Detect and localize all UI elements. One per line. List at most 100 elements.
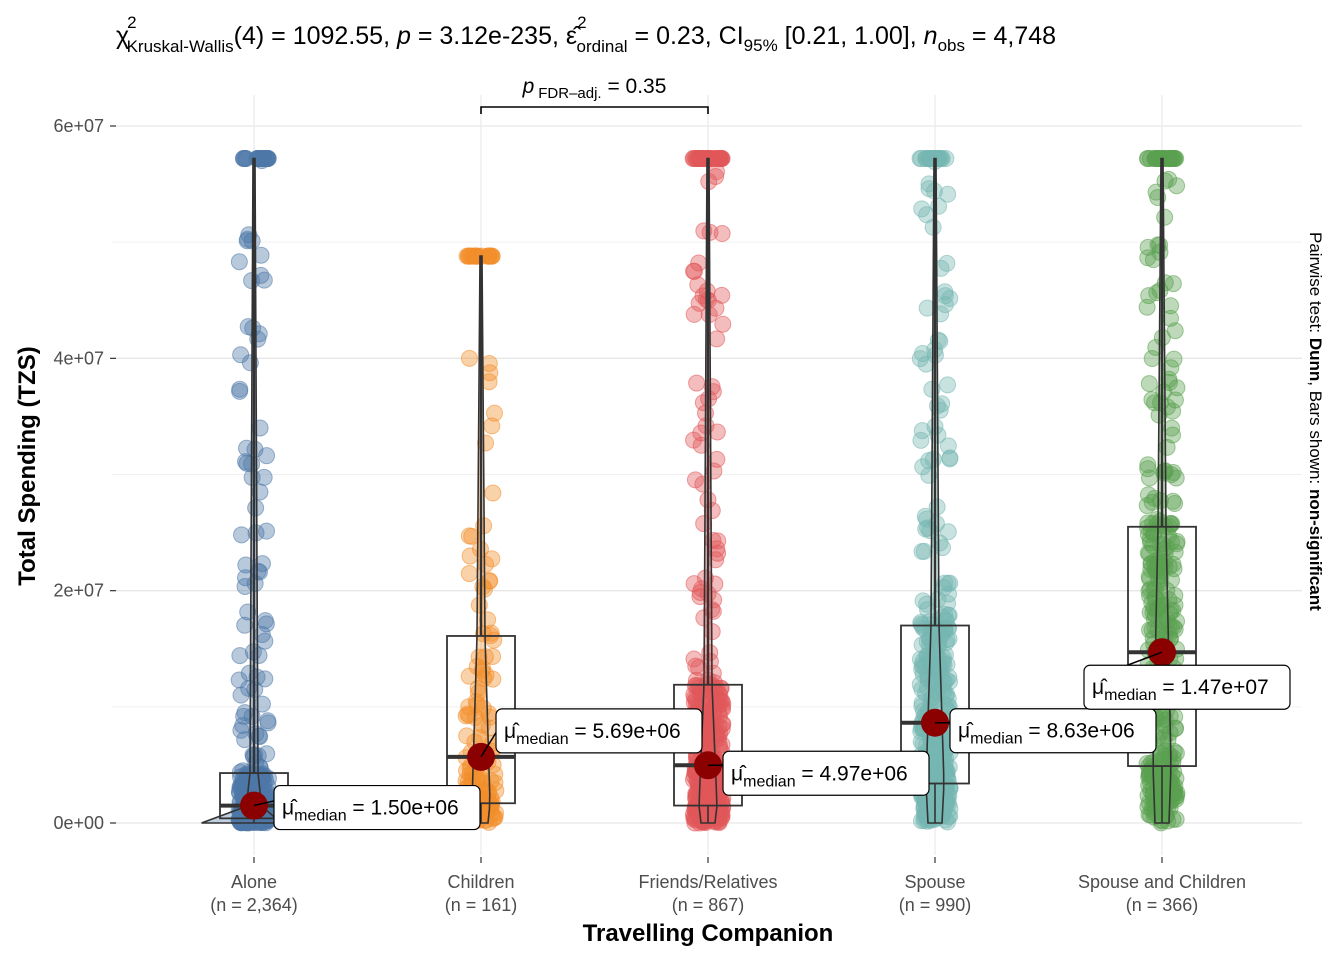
data-point — [939, 523, 957, 541]
data-point — [932, 805, 950, 823]
data-point — [939, 376, 957, 394]
data-point — [939, 575, 957, 593]
data-point — [685, 305, 703, 323]
median-label: μ̂median = 5.69e+06 — [504, 720, 681, 748]
y-axis: 0e+00 2e+07 4e+07 6e+07 — [53, 116, 116, 833]
data-point — [701, 644, 719, 662]
data-point — [913, 200, 931, 218]
data-point — [911, 350, 929, 368]
data-point — [710, 718, 728, 736]
data-point — [689, 678, 707, 696]
median-labels: μ̂median = 1.50e+06 μ̂median = 5.69e+06 μ̂… — [253, 651, 1291, 831]
data-point — [1140, 469, 1158, 487]
data-point — [941, 449, 959, 467]
data-point — [257, 615, 275, 633]
data-point — [470, 648, 488, 666]
data-point — [926, 692, 944, 710]
data-point — [938, 254, 956, 272]
box — [900, 624, 970, 785]
data-point — [685, 575, 703, 593]
data-point — [685, 262, 703, 280]
data-point — [690, 254, 708, 272]
data-point — [708, 330, 726, 348]
y-axis-title: Total Spending (TZS) — [14, 346, 41, 586]
data-point — [258, 522, 276, 540]
data-point — [928, 498, 946, 516]
data-point — [231, 768, 249, 786]
data-point — [236, 616, 254, 634]
data-point — [939, 185, 957, 203]
y-tick-label: 0e+00 — [53, 813, 104, 833]
data-point — [460, 527, 478, 545]
data-point — [685, 650, 703, 668]
data-point — [236, 731, 254, 749]
data-point — [707, 167, 725, 185]
median-label: μ̂median = 8.63e+06 — [958, 720, 1135, 748]
x-tick-count: (n = 161) — [445, 895, 518, 915]
pairwise-bracket — [480, 106, 709, 114]
data-point — [231, 382, 249, 400]
data-point — [460, 349, 478, 367]
data-point — [460, 706, 478, 724]
data-point — [941, 290, 959, 308]
median-label: μ̂median = 4.97e+06 — [731, 762, 908, 790]
data-point — [470, 596, 488, 614]
data-point — [1151, 492, 1169, 510]
data-point — [1160, 558, 1178, 576]
data-point — [1164, 463, 1182, 481]
data-point — [484, 484, 502, 502]
data-point — [230, 253, 248, 271]
median-label-box — [273, 784, 481, 831]
y-tick-label: 6e+07 — [53, 116, 104, 136]
box — [1127, 525, 1197, 767]
x-tick-count: (n = 2,364) — [210, 895, 298, 915]
x-tick-count: (n = 990) — [899, 895, 972, 915]
data-point — [231, 647, 249, 665]
data-point — [912, 431, 930, 449]
data-point — [1151, 535, 1169, 553]
median-label-box — [1083, 664, 1291, 710]
data-point — [1140, 568, 1158, 586]
x-tick-count: (n = 867) — [672, 895, 745, 915]
data-point — [704, 664, 722, 682]
x-tick-count: (n = 366) — [1126, 895, 1199, 915]
median-label-box — [722, 750, 930, 796]
data-point — [460, 565, 478, 583]
y-tick-label: 4e+07 — [53, 348, 104, 368]
data-point — [479, 611, 497, 629]
plot-panel — [201, 150, 1197, 832]
median-label-box — [949, 708, 1157, 754]
data-point — [482, 247, 500, 265]
data-point — [1138, 497, 1156, 515]
data-point — [239, 603, 257, 621]
data-point — [914, 458, 932, 476]
data-point — [486, 404, 504, 422]
data-point — [1141, 150, 1159, 168]
data-point — [938, 631, 956, 649]
data-point — [474, 578, 492, 596]
x-axis: Alone (n = 2,364) Children (n = 161) Friends… — [210, 857, 1246, 915]
data-point — [714, 315, 732, 333]
x-axis-title: Travelling Companion — [583, 920, 834, 947]
data-point — [920, 466, 938, 484]
data-point — [1166, 495, 1184, 513]
data-point — [1143, 350, 1161, 368]
median-label-box — [495, 708, 703, 754]
data-point — [1139, 249, 1157, 267]
data-point — [239, 766, 257, 784]
data-point — [691, 150, 709, 168]
data-point — [259, 714, 277, 732]
data-point — [1142, 555, 1160, 573]
data-point — [240, 679, 258, 697]
data-point — [1140, 375, 1158, 393]
data-point — [460, 667, 478, 685]
data-point — [251, 150, 269, 168]
data-point — [1142, 560, 1160, 578]
data-point — [1165, 350, 1183, 368]
data-point — [232, 346, 250, 364]
data-point — [461, 547, 479, 565]
data-point — [687, 690, 705, 708]
data-point — [708, 423, 726, 441]
data-point — [1156, 208, 1174, 226]
